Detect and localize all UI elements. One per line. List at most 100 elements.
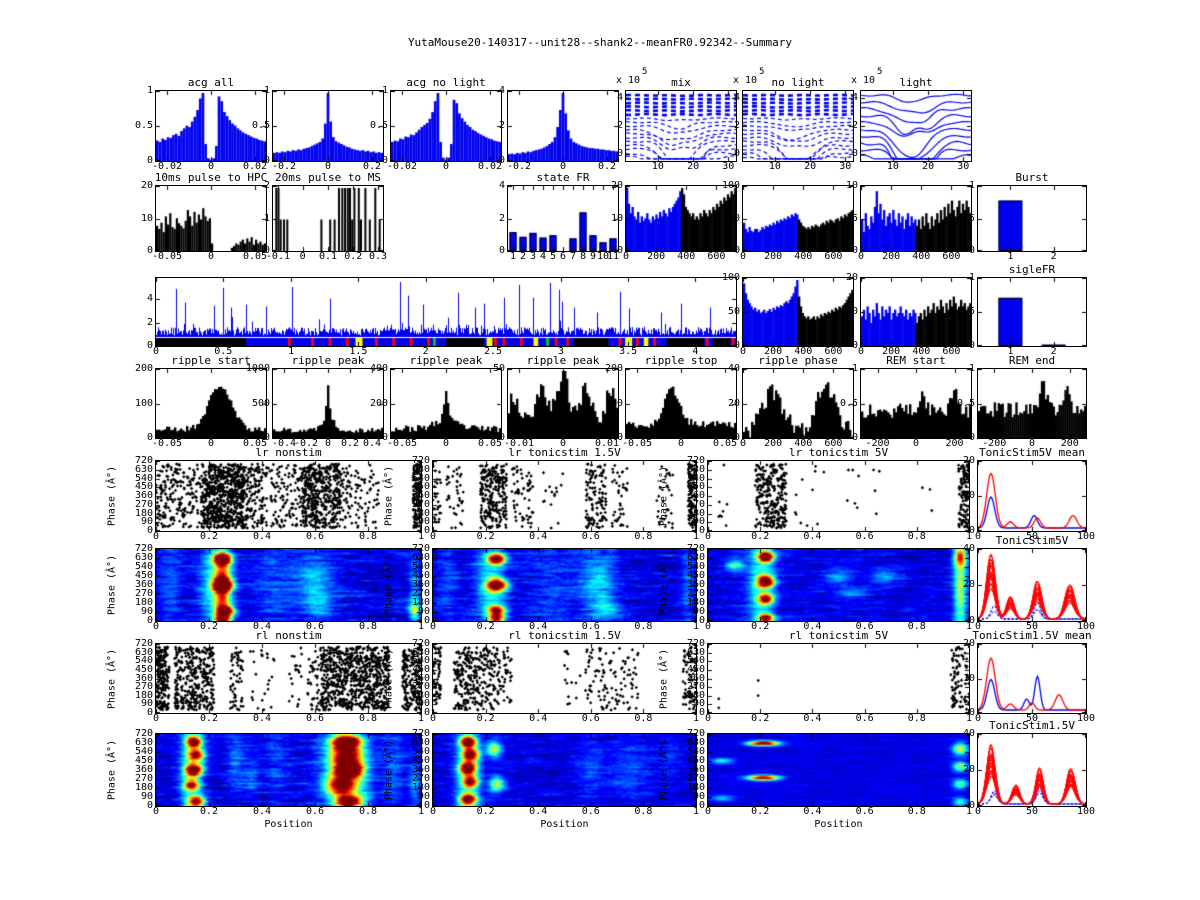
y-tick-label: 20 [610, 180, 623, 191]
x-tick-label: 0.6 [581, 531, 600, 542]
y-tick-label: 10 [140, 212, 153, 224]
y-tick-label: 0 [698, 707, 705, 718]
panel-ripple-phase: 0 200 400 600 40 20 0 ripple phase [728, 354, 854, 449]
x-tick-label: 0 [704, 531, 712, 542]
y-tick-label: 0 [146, 155, 153, 166]
y-tick-label: 0 [423, 800, 430, 811]
x-tick-label: 3 [529, 251, 536, 262]
y-tick-label: 200 [369, 397, 388, 409]
y-tick-label: 450 [134, 755, 153, 766]
y-tick-label: 100 [604, 397, 623, 409]
fr-time-4-plot [743, 278, 853, 346]
x-tick-label: 0.4 [252, 713, 272, 724]
y-tick-label: 180 [134, 507, 153, 519]
y-tick-label: 540 [411, 561, 430, 572]
y-tick-label: 270 [134, 681, 153, 693]
x-tick-label: 0 [207, 438, 215, 449]
x-tick-label: 3 [557, 346, 564, 357]
tonicstim5v-traces-plot [978, 549, 1086, 621]
panel-acg-all: -0.02 0 0.02 1 0.5 0 acg all [135, 76, 267, 172]
y-tick-label: 1000 [245, 363, 270, 374]
x-tick-label: 1 [692, 806, 700, 817]
y-tick-label: 2 [498, 212, 505, 224]
y-tick-label: 0 [968, 432, 975, 443]
x-tick-label: 0.2 [751, 806, 770, 817]
x-tick-label: 600 [824, 251, 843, 262]
y-tick-label: 720 [411, 455, 430, 466]
y-tick-label: 0 [146, 615, 153, 626]
x-tick-label: 5 [549, 251, 556, 262]
panel-title: ripple peak [291, 354, 365, 367]
x-tick-label: 1 [1007, 346, 1014, 357]
x-tick-label: 0.2 [476, 806, 495, 817]
x-tick-label: 100 [1076, 621, 1096, 632]
x-tick-label: 0.4 [529, 713, 548, 724]
x-tick-label: 0 [857, 346, 865, 357]
x-tick-label: 10 [597, 251, 610, 262]
y-tick-label: 400 [369, 363, 388, 374]
x-tick-label: 10 [651, 161, 664, 172]
position-axis-label: Position [540, 819, 589, 830]
y-tick-label: 270 [134, 498, 153, 510]
y-tick-label: 0 [423, 525, 430, 536]
mix-plot [626, 91, 736, 161]
y-tick-label: 500 [251, 397, 270, 409]
y-tick-label: 270 [686, 498, 705, 510]
panel-rem-start: -200 0 200 1 0.5 0 REM start [840, 354, 972, 449]
x-tick-label: 0.6 [855, 806, 874, 817]
y-tick-label: 270 [134, 773, 153, 784]
x-tick-label: 0.4 [362, 438, 382, 449]
x-tick-label: 0.8 [907, 713, 926, 724]
phase-axis-label: Phase (Â°) [106, 465, 118, 527]
x-tick-label: 0.02 [242, 161, 268, 172]
panel-title: 20ms pulse to MS [275, 171, 381, 184]
panel-tonicstim15v-traces: 0 50 100 40 20 0 TonicStim1.5V [963, 719, 1095, 817]
y-tick-label: 360 [411, 579, 430, 590]
y-tick-label: 50 [727, 212, 740, 224]
y-tick-label: 180 [134, 689, 153, 701]
y-tick-label: 270 [411, 773, 430, 784]
y-tick-label: 0.5 [956, 212, 975, 224]
x-tick-label: 0 [704, 806, 712, 817]
x-tick-label: 0.8 [907, 621, 926, 632]
panel-title: mix [671, 76, 691, 89]
x-tick-label: -0.2 [506, 161, 532, 172]
rem-start-plot [861, 369, 971, 438]
long-timeseries-plot [156, 278, 736, 346]
x-tick-label: 0.6 [855, 621, 874, 632]
x-tick-label: 0.2 [476, 713, 495, 724]
y-tick-label: 450 [686, 481, 705, 493]
panel-fr-time-4: 0 200 400 600 100 50 0 [722, 272, 854, 357]
x-tick-label: -0.05 [151, 438, 183, 449]
y-tick-label: 0 [146, 525, 153, 536]
y-tick-label: 720 [686, 638, 705, 649]
x-tick-label: 1 [965, 621, 973, 632]
y-tick-label: 180 [411, 507, 430, 519]
y-tick-label: 360 [134, 764, 153, 775]
x-tick-label: 0.2 [362, 161, 382, 172]
x-tick-label: 0 [207, 161, 215, 172]
x-tick-label: 0 [429, 621, 437, 632]
x-tick-label: 0.6 [855, 531, 874, 542]
x-tick-label: 100 [1076, 531, 1096, 542]
y-tick-label: 20 [140, 180, 153, 191]
x-tick-label: 0 [857, 251, 865, 262]
panel-title: REM end [1008, 354, 1056, 367]
y-tick-label: 0 [146, 800, 153, 811]
x-tick-label: 0.05 [477, 438, 503, 449]
y-tick-label: 540 [411, 472, 430, 484]
rl-tonicstim-15-plot [433, 644, 696, 713]
x-tick-label: 600 [942, 251, 961, 262]
panel-lr-tonicstim-5: 0 0.2 0.4 0.6 0.8 1 720 630 540 450 360 270 180 90 0 lr… [659, 446, 973, 542]
panel-hm-rl-nonstim: 0 0.2 0.4 0.6 0.8 1 720 630 540 450 360 270 180 90 0 Ph… [107, 728, 425, 830]
tonicstim15v-mean-plot [978, 644, 1086, 713]
panel-ripple-stop: -0.05 0 0.05 200 100 0 ripple stop [605, 354, 737, 449]
x-tick-label: 0 [974, 621, 982, 632]
y-tick-label: 0 [698, 800, 705, 811]
x-tick-label: 0.2 [597, 161, 617, 172]
lr-tonicstim-15-plot [433, 461, 696, 531]
panel-acg-all-wide: -0.2 0 0.2 1 0.5 0 [252, 85, 384, 172]
y-tick-label: 720 [686, 543, 705, 554]
y-tick-label: 0 [498, 245, 505, 256]
y-tick-label: 0.5 [134, 120, 153, 131]
